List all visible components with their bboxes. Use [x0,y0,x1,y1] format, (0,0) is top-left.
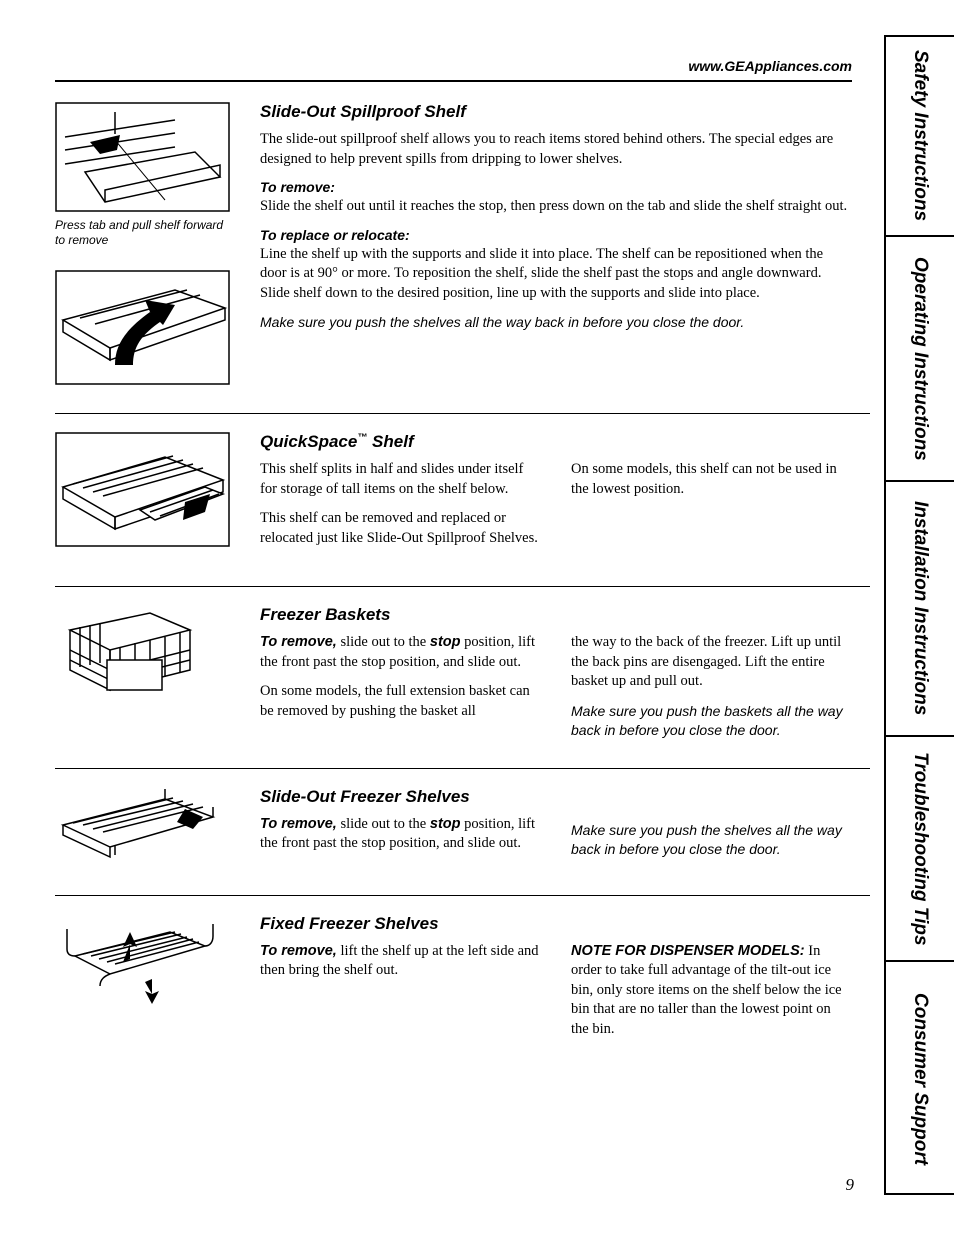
section-quickspace: QuickSpace™ Shelf This shelf splits in h… [55,413,870,558]
header-rule [55,80,852,82]
body-text: the way to the back of the freezer. Lift… [571,633,852,692]
body-text: To remove, lift the shelf up at the left… [260,942,541,981]
illustration-shelf-replace [55,270,230,385]
section-title-1: Slide-Out Spillproof Shelf [260,102,852,122]
illustration-quickspace [55,432,230,547]
italic-note: Make sure you push the shelves all the w… [571,821,852,859]
tab-safety[interactable]: Safety Instructions [886,37,954,237]
body-text: On some models, this shelf can not be us… [571,460,852,499]
body-text: To remove, slide out to the stop positio… [260,815,541,854]
tab-operating[interactable]: Operating Instructions [886,237,954,482]
body-text: This shelf can be removed and replaced o… [260,509,541,548]
body-text: NOTE FOR DISPENSER MODELS: In order to t… [571,942,852,1040]
side-tabs: Safety Instructions Operating Instructio… [884,35,954,1195]
tab-installation[interactable]: Installation Instructions [886,482,954,737]
section-slideout-freezer: Slide-Out Freezer Shelves To remove, sli… [55,768,870,867]
section-title-2: QuickSpace™ Shelf [260,432,541,452]
section-freezer-baskets: Freezer Baskets To remove, slide out to … [55,586,870,739]
illustration-freezer-shelf [55,787,230,867]
subhead-replace: To replace or relocate: [260,227,852,243]
illustration-basket [55,605,230,700]
body-text: Slide the shelf out until it reaches the… [260,197,852,217]
section-title-5: Fixed Freezer Shelves [260,914,541,934]
body-text: To remove, slide out to the stop positio… [260,633,541,672]
section-title-4: Slide-Out Freezer Shelves [260,787,541,807]
body-text: The slide-out spillproof shelf allows yo… [260,130,852,169]
section-slideout-spillproof: Press tab and pull shelf forward to remo… [55,102,870,385]
illustration-fixed-shelf [55,914,230,1004]
illustration-shelf-remove [55,102,230,212]
header-url: www.GEAppliances.com [55,58,870,80]
page-number: 9 [846,1175,855,1195]
section-title-3: Freezer Baskets [260,605,541,625]
subhead-remove: To remove: [260,179,852,195]
tab-troubleshooting[interactable]: Troubleshooting Tips [886,737,954,962]
section-fixed-freezer: Fixed Freezer Shelves To remove, lift th… [55,895,870,1050]
italic-note: Make sure you push the shelves all the w… [260,313,852,332]
body-text: This shelf splits in half and slides und… [260,460,541,499]
italic-note: Make sure you push the baskets all the w… [571,702,852,740]
illustration-caption-1: Press tab and pull shelf forward to remo… [55,218,225,248]
body-text: Line the shelf up with the supports and … [260,245,852,304]
body-text: On some models, the full extension baske… [260,682,541,721]
tab-consumer[interactable]: Consumer Support [886,962,954,1197]
